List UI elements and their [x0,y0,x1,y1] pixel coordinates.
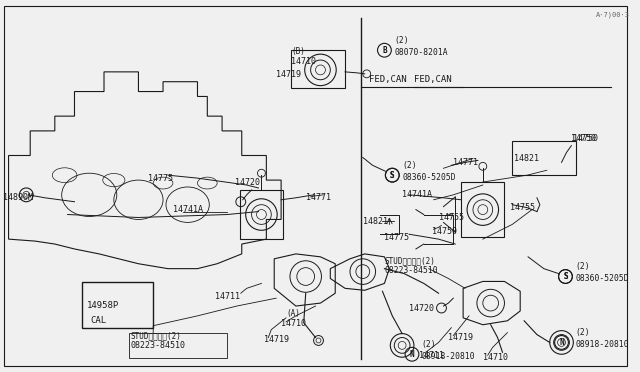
Bar [291,50,345,88]
Text: 14719: 14719 [276,70,301,79]
Text: S: S [390,171,395,180]
Text: 08360-5205D: 08360-5205D [402,173,456,182]
Text: A·7)00·3: A·7)00·3 [596,12,630,18]
Text: 14821: 14821 [515,154,540,163]
Text: 14710: 14710 [291,57,316,65]
Text: (2): (2) [402,161,417,170]
Text: 14719: 14719 [264,335,289,344]
Text: S: S [390,171,395,180]
Text: STUDスタッド(2): STUDスタッド(2) [131,331,182,340]
Text: (A): (A) [286,310,300,318]
Text: (2): (2) [422,340,436,349]
Text: 14890M: 14890M [3,193,33,202]
Text: 14719: 14719 [449,333,474,342]
Text: 08070-8201A: 08070-8201A [394,48,448,57]
Text: 14958P: 14958P [87,301,120,310]
Text: N: N [410,350,414,359]
Text: 14750: 14750 [573,134,598,143]
Text: 14741A: 14741A [173,205,203,214]
Text: S: S [563,272,568,281]
Text: S: S [563,272,568,281]
Text: FED,CAN: FED,CAN [414,75,452,84]
Text: 14821: 14821 [363,217,388,226]
Text: 08918-20810: 08918-20810 [422,352,476,361]
Text: (2): (2) [575,328,590,337]
Text: 14750: 14750 [431,227,457,236]
Text: CAL: CAL [90,316,106,325]
Text: B: B [382,46,387,55]
Text: 14775: 14775 [148,174,173,183]
Text: 14711: 14711 [215,292,240,301]
Text: (2): (2) [394,36,409,45]
Text: 14755: 14755 [510,203,536,212]
Text: 14720: 14720 [409,304,434,312]
Text: 14755: 14755 [438,213,463,222]
Text: 14741A: 14741A [402,190,432,199]
Text: 08360-5205D: 08360-5205D [575,274,629,283]
Text: N: N [559,338,564,347]
Text: STUDスタッド(2): STUDスタッド(2) [385,256,435,265]
Text: 14710: 14710 [281,319,306,328]
Text: 14771: 14771 [453,158,478,167]
Bar [513,141,576,175]
Text: 08223-84510: 08223-84510 [385,266,438,275]
Text: (B): (B) [291,47,305,56]
Text: 14720: 14720 [235,177,260,187]
Bar [129,333,227,358]
Text: FED,CAN: FED,CAN [369,75,406,84]
Text: 14711: 14711 [419,351,444,360]
Text: 08918-20810: 08918-20810 [575,340,629,349]
Bar [240,190,283,239]
Text: 14710: 14710 [483,353,508,362]
Text: 14771: 14771 [306,193,331,202]
Bar [461,182,504,237]
Text: 14775: 14775 [385,232,410,242]
Bar [83,282,153,328]
Text: (2): (2) [575,262,590,271]
Text: 08223-84510: 08223-84510 [131,341,186,350]
Text: 14750: 14750 [572,134,596,143]
